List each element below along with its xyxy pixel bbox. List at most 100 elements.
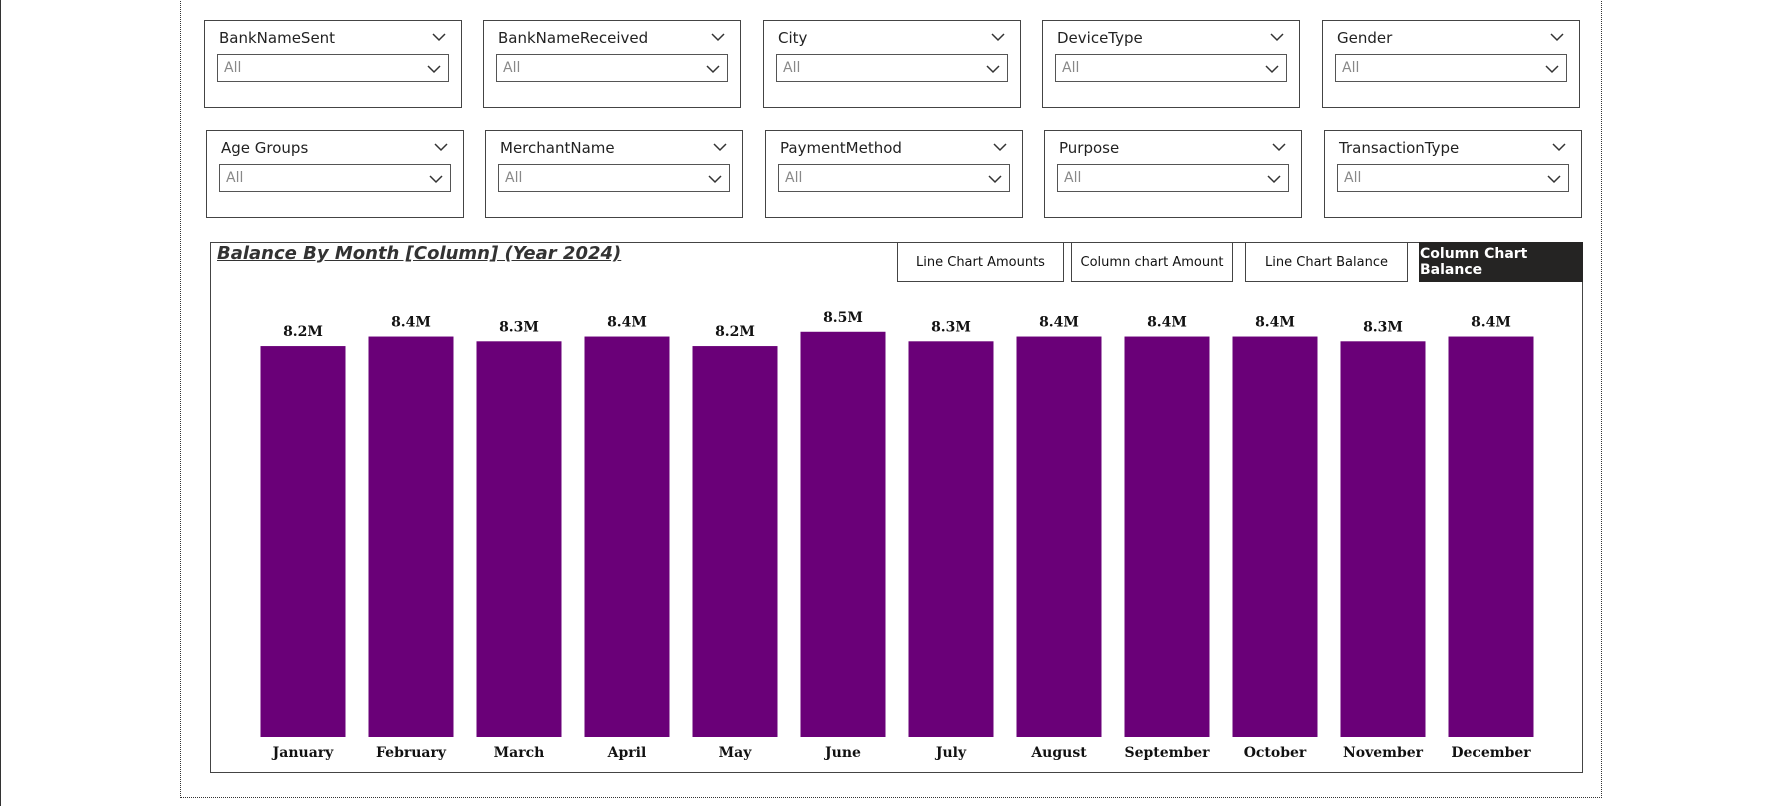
chevron-down-icon[interactable]: [707, 171, 723, 185]
bar-may[interactable]: [692, 346, 778, 737]
category-label-august: August: [1030, 745, 1087, 761]
slicer-transactiontype: TransactionType All: [1324, 130, 1582, 218]
slicer-selected-value: All: [783, 60, 801, 76]
left-edge-line: [0, 0, 1, 806]
nav-button-line-chart-amounts[interactable]: Line Chart Amounts: [897, 242, 1064, 282]
bar-november[interactable]: [1340, 341, 1426, 737]
slicer-dropdown[interactable]: All: [776, 54, 1008, 82]
slicer-header: BankNameSent: [219, 27, 449, 49]
slicer-title: Gender: [1337, 29, 1393, 47]
category-label-september: September: [1124, 745, 1210, 761]
category-label-july: July: [934, 745, 967, 761]
slicer-title: DeviceType: [1057, 29, 1143, 47]
chevron-down-icon[interactable]: [1551, 139, 1567, 155]
slicer-title: TransactionType: [1339, 139, 1460, 157]
category-label-october: October: [1244, 745, 1307, 761]
data-label-november: 8.3M: [1363, 319, 1403, 335]
slicer-dropdown[interactable]: All: [1057, 164, 1289, 192]
bar-april[interactable]: [584, 336, 670, 737]
chevron-down-icon[interactable]: [1264, 61, 1280, 75]
category-label-may: May: [719, 745, 753, 761]
bar-august[interactable]: [1016, 336, 1102, 737]
slicer-selected-value: All: [505, 170, 523, 186]
slicer-header: City: [778, 27, 1008, 49]
chevron-down-icon[interactable]: [705, 61, 721, 75]
slicer-dropdown[interactable]: All: [496, 54, 728, 82]
bar-december[interactable]: [1448, 336, 1534, 737]
slicer-selected-value: All: [224, 60, 242, 76]
balance-column-chart: 8.2M January 8.4M February 8.3M March 8.4M Apri…: [260, 310, 1534, 761]
bar-february[interactable]: [368, 336, 454, 737]
category-label-april: April: [607, 745, 647, 761]
slicer-header: BankNameReceived: [498, 27, 728, 49]
slicer-dropdown[interactable]: All: [498, 164, 730, 192]
category-label-december: December: [1451, 745, 1531, 761]
data-label-september: 8.4M: [1147, 315, 1187, 331]
slicer-merchantname: MerchantName All: [485, 130, 743, 218]
slicer-header: TransactionType: [1339, 137, 1569, 159]
chevron-down-icon[interactable]: [987, 171, 1003, 185]
chevron-down-icon[interactable]: [433, 139, 449, 155]
nav-button-line-chart-balance[interactable]: Line Chart Balance: [1245, 242, 1408, 282]
bar-october[interactable]: [1232, 336, 1318, 737]
slicer-header: DeviceType: [1057, 27, 1287, 49]
nav-button-column-chart-balance[interactable]: Column Chart Balance: [1419, 242, 1583, 282]
slicer-header: MerchantName: [500, 137, 730, 159]
data-label-march: 8.3M: [499, 319, 539, 335]
slicer-banknamesent: BankNameSent All: [204, 20, 462, 108]
balance-chart-panel: Balance By Month [Column] (Year 2024) Li…: [210, 242, 1583, 773]
slicer-selected-value: All: [1342, 60, 1360, 76]
slicer-header: Purpose: [1059, 137, 1289, 159]
chart-title: Balance By Month [Column] (Year 2024): [217, 243, 622, 264]
slicer-dropdown[interactable]: All: [778, 164, 1010, 192]
chevron-down-icon[interactable]: [990, 29, 1006, 45]
data-label-january: 8.2M: [283, 324, 323, 340]
category-label-november: November: [1343, 745, 1424, 761]
category-label-january: January: [271, 745, 335, 761]
slicer-header: Gender: [1337, 27, 1567, 49]
slicer-banknamereceived: BankNameReceived All: [483, 20, 741, 108]
bar-september[interactable]: [1124, 336, 1210, 737]
bar-march[interactable]: [476, 341, 562, 737]
slicer-city: City All: [763, 20, 1021, 108]
chevron-down-icon[interactable]: [985, 61, 1001, 75]
bar-june[interactable]: [800, 331, 886, 737]
data-label-april: 8.4M: [607, 315, 647, 331]
slicer-title: MerchantName: [500, 139, 615, 157]
slicer-selected-value: All: [503, 60, 521, 76]
category-label-february: February: [376, 745, 447, 761]
slicer-header: PaymentMethod: [780, 137, 1010, 159]
chevron-down-icon[interactable]: [1271, 139, 1287, 155]
slicer-paymentmethod: PaymentMethod All: [765, 130, 1023, 218]
chevron-down-icon[interactable]: [1544, 61, 1560, 75]
slicer-dropdown[interactable]: All: [219, 164, 451, 192]
chevron-down-icon[interactable]: [712, 139, 728, 155]
chevron-down-icon[interactable]: [426, 61, 442, 75]
report-canvas: [180, 0, 1602, 798]
chevron-down-icon[interactable]: [1546, 171, 1562, 185]
data-label-october: 8.4M: [1255, 315, 1295, 331]
chevron-down-icon[interactable]: [1549, 29, 1565, 45]
slicer-age-groups: Age Groups All: [206, 130, 464, 218]
slicer-dropdown[interactable]: All: [217, 54, 449, 82]
slicer-title: BankNameReceived: [498, 29, 649, 47]
slicer-dropdown[interactable]: All: [1055, 54, 1287, 82]
slicer-dropdown[interactable]: All: [1335, 54, 1567, 82]
slicer-purpose: Purpose All: [1044, 130, 1302, 218]
chevron-down-icon[interactable]: [431, 29, 447, 45]
nav-button-column-chart-amount[interactable]: Column chart Amount: [1071, 242, 1233, 282]
category-label-march: March: [494, 745, 545, 761]
data-label-july: 8.3M: [931, 319, 971, 335]
chevron-down-icon[interactable]: [1269, 29, 1285, 45]
chevron-down-icon[interactable]: [992, 139, 1008, 155]
chevron-down-icon[interactable]: [1266, 171, 1282, 185]
slicer-selected-value: All: [1064, 170, 1082, 186]
slicer-dropdown[interactable]: All: [1337, 164, 1569, 192]
slicer-gender: Gender All: [1322, 20, 1580, 108]
bar-january[interactable]: [260, 346, 346, 737]
slicer-title: City: [778, 29, 808, 47]
bar-july[interactable]: [908, 341, 994, 737]
slicer-selected-value: All: [785, 170, 803, 186]
chevron-down-icon[interactable]: [428, 171, 444, 185]
chevron-down-icon[interactable]: [710, 29, 726, 45]
